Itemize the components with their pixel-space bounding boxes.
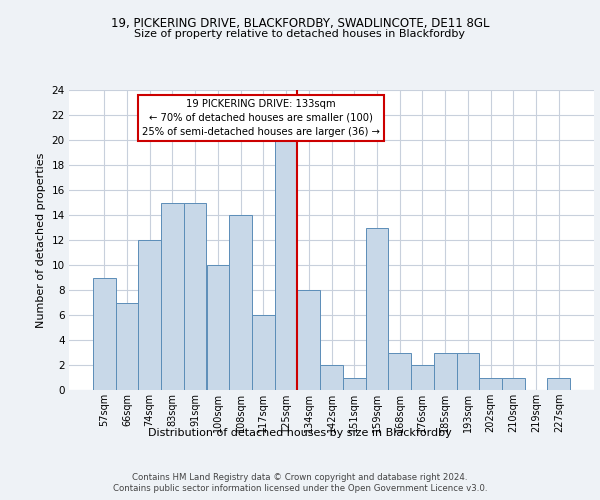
Bar	[184, 202, 206, 390]
Bar	[252, 315, 275, 390]
Bar	[434, 352, 457, 390]
Bar	[547, 378, 570, 390]
Bar	[116, 302, 139, 390]
Text: Contains HM Land Registry data © Crown copyright and database right 2024.: Contains HM Land Registry data © Crown c…	[132, 472, 468, 482]
Text: 19 PICKERING DRIVE: 133sqm
← 70% of detached houses are smaller (100)
25% of sem: 19 PICKERING DRIVE: 133sqm ← 70% of deta…	[142, 99, 380, 137]
Bar	[93, 278, 116, 390]
Bar	[365, 228, 388, 390]
Bar	[388, 352, 411, 390]
Text: 19, PICKERING DRIVE, BLACKFORDBY, SWADLINCOTE, DE11 8GL: 19, PICKERING DRIVE, BLACKFORDBY, SWADLI…	[111, 18, 489, 30]
Bar	[320, 365, 343, 390]
Bar	[206, 265, 229, 390]
Bar	[343, 378, 365, 390]
Bar	[502, 378, 524, 390]
Y-axis label: Number of detached properties: Number of detached properties	[36, 152, 46, 328]
Bar	[139, 240, 161, 390]
Bar	[161, 202, 184, 390]
Text: Contains public sector information licensed under the Open Government Licence v3: Contains public sector information licen…	[113, 484, 487, 493]
Text: Size of property relative to detached houses in Blackfordby: Size of property relative to detached ho…	[134, 29, 466, 39]
Bar	[298, 290, 320, 390]
Bar	[457, 352, 479, 390]
Bar	[479, 378, 502, 390]
Bar	[229, 215, 252, 390]
Bar	[275, 140, 298, 390]
Text: Distribution of detached houses by size in Blackfordby: Distribution of detached houses by size …	[148, 428, 452, 438]
Bar	[411, 365, 434, 390]
